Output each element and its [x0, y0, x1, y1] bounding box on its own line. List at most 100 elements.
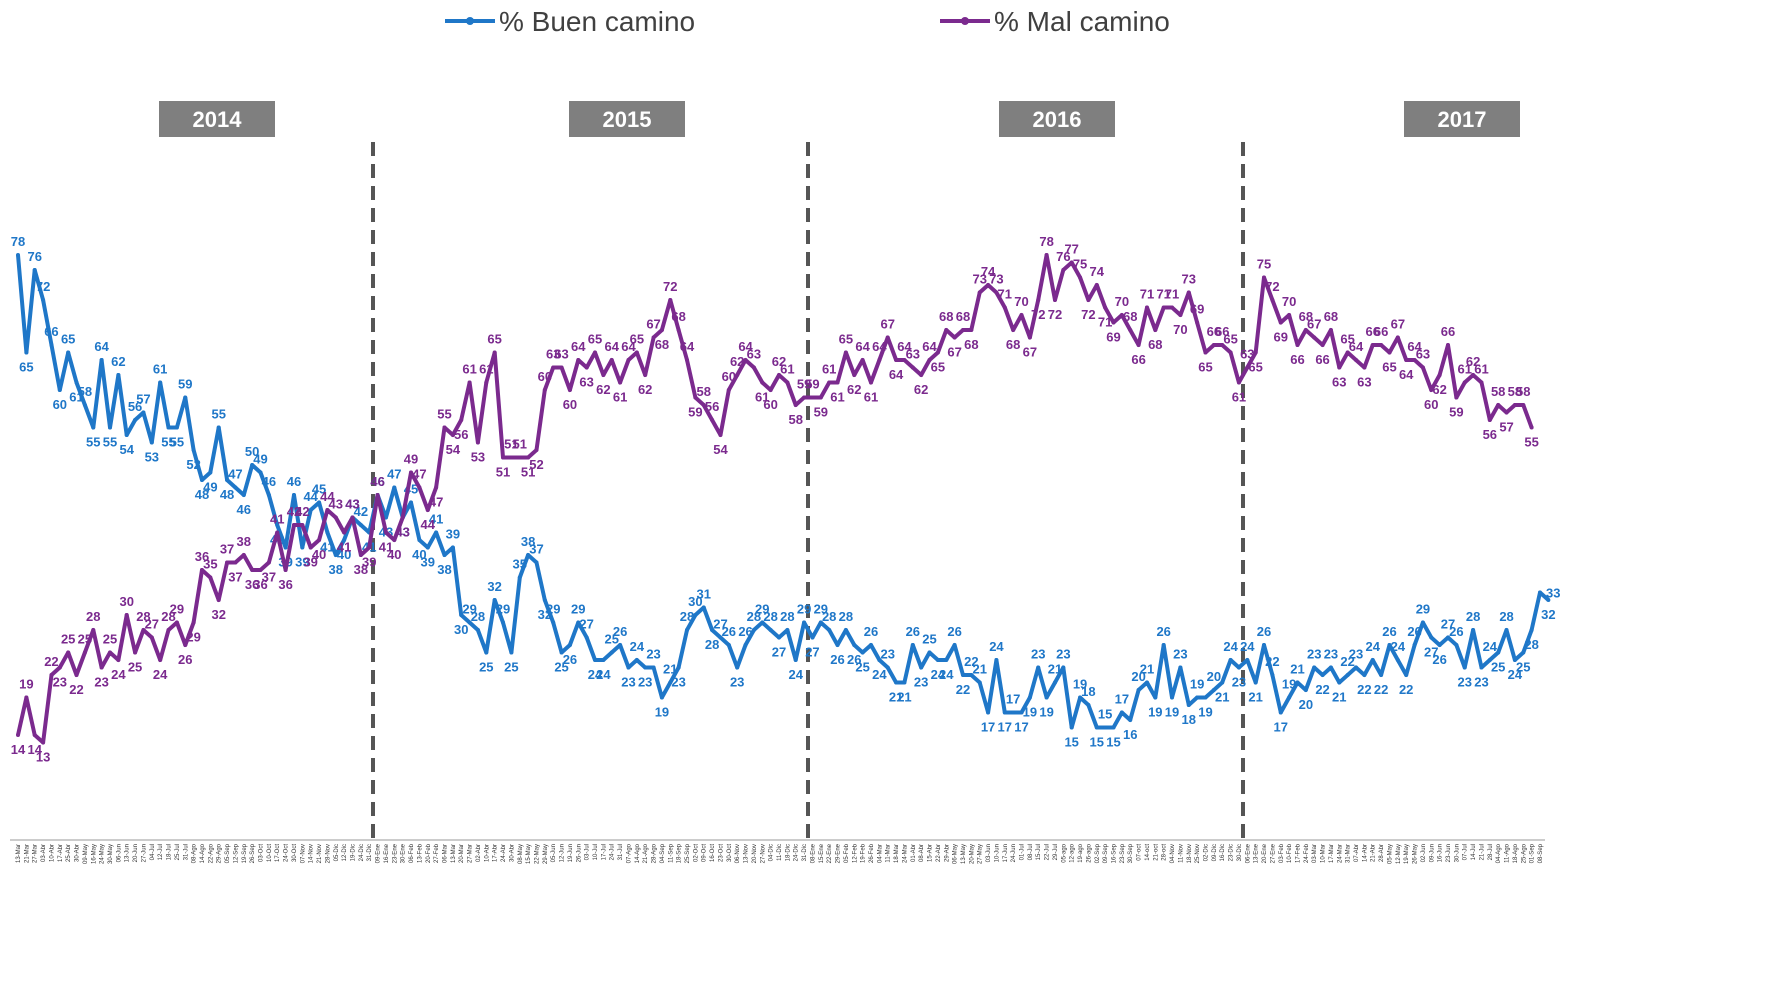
x-tick-label: 19-Dic [351, 844, 357, 861]
data-label: 39 [421, 555, 435, 570]
data-label: 20 [1299, 697, 1313, 712]
data-point [417, 485, 422, 490]
data-label: 22 [1357, 682, 1371, 697]
data-label: 51 [504, 437, 518, 452]
legend-marker [961, 17, 969, 25]
data-point [1370, 658, 1375, 662]
year-box [999, 101, 1115, 137]
data-label: 72 [36, 279, 50, 294]
data-label: 39 [295, 555, 309, 570]
x-tick-label: 19-May [1404, 844, 1410, 864]
x-tick-label: 22-Abr [936, 844, 942, 862]
data-label: 22 [1265, 654, 1279, 669]
data-label: 63 [579, 375, 593, 390]
x-tick-label: 05-Feb [844, 843, 850, 863]
data-point [191, 448, 196, 452]
data-point [225, 478, 230, 482]
data-label: 23 [53, 675, 67, 690]
x-tick-label: 16-Dic [1220, 844, 1226, 861]
data-label: 66 [1207, 324, 1221, 339]
data-label: 42 [354, 504, 368, 519]
data-point [492, 598, 497, 602]
data-point [74, 673, 79, 677]
data-label: 67 [646, 317, 660, 332]
data-label: 56 [1483, 427, 1497, 442]
data-label: 42 [295, 504, 309, 519]
data-point [693, 395, 698, 400]
data-label: 70 [1282, 294, 1296, 309]
x-tick-label: 28-Nov [325, 844, 331, 863]
data-point [559, 365, 564, 370]
x-tick-label: 16-Sep [1112, 843, 1118, 863]
data-label: 61 [462, 362, 476, 377]
x-tick-label: 10-Jul [593, 844, 599, 860]
data-label: 15 [1106, 735, 1120, 750]
data-label: 47 [387, 467, 401, 482]
data-point [141, 410, 146, 415]
data-label: 43 [345, 497, 359, 512]
data-label: 59 [814, 405, 828, 420]
data-label: 72 [1031, 307, 1045, 322]
data-label: 65 [588, 332, 602, 347]
x-tick-label: 25-Jul [175, 844, 181, 860]
x-tick-label: 17-Abr [58, 844, 64, 862]
data-label: 17 [1115, 692, 1129, 707]
data-point [793, 658, 798, 662]
data-label: 72 [1081, 307, 1095, 322]
data-point [501, 620, 506, 625]
data-point [1546, 598, 1551, 602]
x-tick-label: 22-Jul [1045, 844, 1051, 860]
data-point [643, 665, 648, 670]
data-label: 23 [1324, 647, 1338, 662]
data-point [969, 328, 974, 332]
data-point [693, 613, 698, 617]
data-label: 26 [1432, 652, 1446, 667]
data-point [584, 365, 589, 370]
data-point [668, 680, 673, 685]
data-point [802, 620, 807, 625]
data-point [1328, 665, 1333, 670]
data-label: 59 [688, 405, 702, 420]
data-point [1103, 725, 1108, 730]
data-label: 58 [1516, 384, 1530, 399]
data-label: 28 [1499, 609, 1513, 624]
data-label: 46 [287, 474, 301, 489]
data-label: 40 [337, 547, 351, 562]
data-point [1228, 350, 1233, 355]
data-point [609, 358, 614, 362]
x-tick-label: 03-Oct [259, 844, 265, 862]
data-label: 61 [822, 362, 836, 377]
x-tick-label: 26-Sep [250, 843, 256, 863]
data-point [199, 568, 204, 572]
data-point [24, 695, 29, 700]
data-point [994, 290, 999, 295]
data-point [810, 395, 815, 400]
data-label: 19 [1190, 677, 1204, 692]
data-label: 71 [1140, 287, 1154, 302]
x-tick-label: 17-Jul [601, 844, 607, 860]
data-label: 24 [1508, 667, 1523, 682]
data-point [1262, 643, 1267, 647]
data-point [1144, 305, 1149, 310]
data-label: 21 [1248, 690, 1262, 705]
data-point [576, 620, 581, 625]
x-tick-label: 05-ago [1061, 843, 1067, 862]
x-tick-label: 17-Mar [1329, 844, 1335, 863]
data-point [885, 335, 890, 340]
data-point [919, 665, 924, 670]
data-point [1504, 628, 1509, 632]
data-label: 19 [19, 677, 33, 692]
year-label: 2015 [603, 107, 652, 132]
data-label: 55 [1524, 435, 1538, 450]
data-label: 58 [697, 384, 711, 399]
data-point [225, 560, 230, 565]
data-label: 62 [730, 354, 744, 369]
x-tick-label: 27-Mar [33, 844, 39, 863]
data-point [827, 628, 832, 632]
data-point [342, 538, 347, 542]
data-point [1245, 658, 1250, 662]
data-label: 47 [228, 467, 242, 482]
data-point [910, 365, 915, 370]
data-label: 23 [671, 675, 685, 690]
data-label: 26 [1407, 624, 1421, 639]
